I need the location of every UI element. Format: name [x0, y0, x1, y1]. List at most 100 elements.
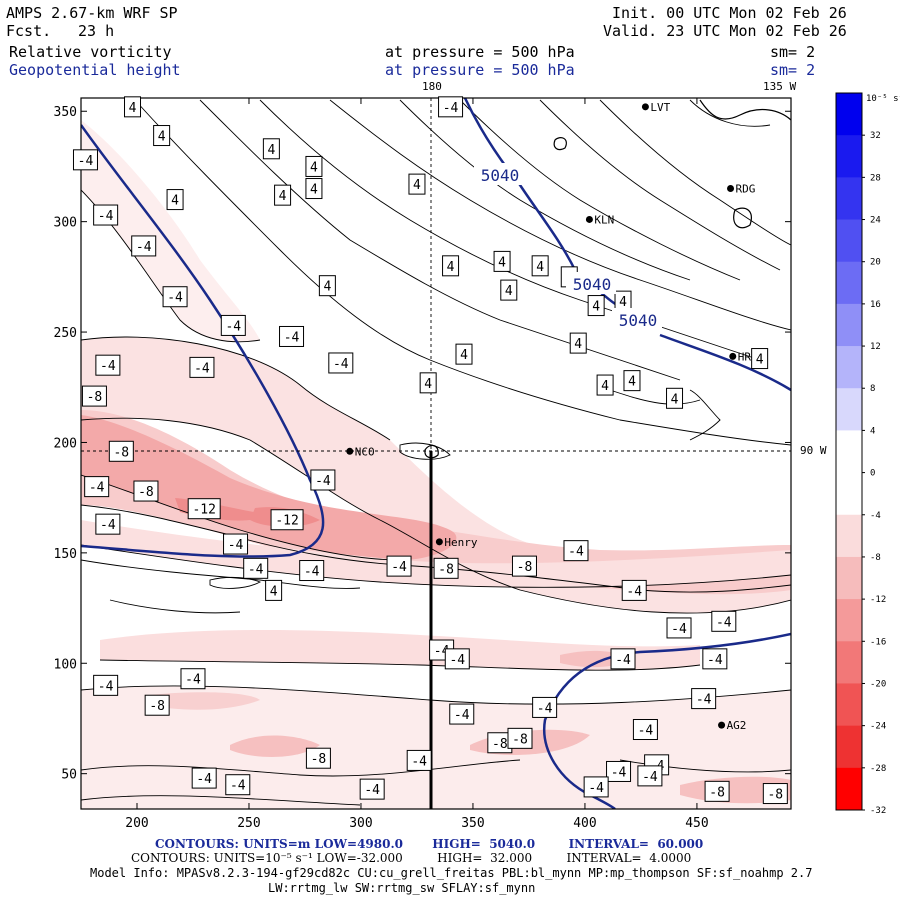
- station-label: NCO: [355, 445, 375, 458]
- contour-label-box: [95, 513, 121, 535]
- contour-label-text: -8: [438, 562, 454, 577]
- contour-label-text: -8: [512, 732, 528, 747]
- contour-label-box: [666, 387, 684, 409]
- contour-label: -4: [438, 96, 464, 118]
- contour-label: -4: [359, 778, 385, 800]
- contour-label-box: [262, 138, 280, 160]
- colorbar-segment: [836, 388, 862, 431]
- contour-label: 4: [500, 279, 518, 301]
- contour-label-box: [153, 125, 171, 147]
- forecast-hour: 23 h: [78, 22, 115, 40]
- contour-label-text: -4: [411, 754, 427, 769]
- colorbar-segment: [836, 556, 862, 600]
- contour-label-text: -8: [709, 785, 725, 800]
- colorbar-segment: [836, 725, 862, 769]
- footer-model-info-2: LW:rrtmg_lw SW:rrtmg_sw SFLAY:sf_mynn: [268, 881, 536, 895]
- contour-label-box: [299, 560, 325, 582]
- station-label: RDG: [736, 183, 756, 196]
- contour-label-box: [596, 374, 614, 396]
- contour-label-text: -4: [98, 209, 114, 224]
- colorbar-tick-label: 0: [870, 469, 875, 479]
- init-time: Init. 00 UTC Mon 02 Feb 26: [612, 4, 847, 22]
- contour-label-text: -4: [364, 783, 380, 798]
- colorbar-segment: [836, 514, 862, 558]
- x-tick-label: 300: [349, 816, 372, 831]
- contour-label-box: [180, 668, 206, 690]
- contour-label-box: [93, 204, 119, 226]
- colorbar-title: 10⁻⁵ s⁻¹: [866, 94, 900, 104]
- footer-vorticity-contours: CONTOURS: UNITS=10⁻⁵ s⁻¹ LOW=-32.000 HIG…: [131, 851, 692, 865]
- contour-label-box: [455, 343, 473, 365]
- axis-ticks: 200 250 300 350 400 450 50 100 150 200 250 300 350: [54, 98, 791, 831]
- colorbar-segment: [836, 599, 862, 642]
- contour-label-box: [587, 295, 605, 317]
- contour-label: -4: [563, 540, 589, 562]
- contour-label-box: [191, 767, 217, 789]
- contour-label-text: -4: [707, 653, 723, 668]
- contour-label-box: [691, 688, 717, 710]
- contour-label: -8: [704, 780, 730, 802]
- contour-label-box: [500, 279, 518, 301]
- contour-label-text: -4: [454, 708, 470, 723]
- contour-label-box: [419, 372, 437, 394]
- contour-label-box: [408, 173, 426, 195]
- colorbar-tick-label: -8: [870, 553, 881, 563]
- colorbar-tick-label: -28: [870, 764, 886, 774]
- contour-label: 4: [569, 332, 587, 354]
- contour-label-text: 4: [628, 375, 636, 390]
- field2-name: Geopotential height: [9, 61, 181, 79]
- contour-label: -8: [762, 783, 788, 805]
- station-label: AG2: [727, 719, 747, 732]
- station-label: KLN: [594, 213, 614, 226]
- colorbar-tick-label: -16: [870, 637, 886, 647]
- contour-label-box: [305, 155, 323, 177]
- colorbar-segment: [836, 641, 862, 684]
- contour-label-box: [318, 275, 336, 297]
- contour-label-box: [133, 480, 159, 502]
- contour-label-text: -8: [113, 445, 129, 460]
- contour-label-text: -4: [248, 562, 264, 577]
- station-label: LVT: [650, 101, 670, 114]
- contour-label-box: [531, 255, 549, 277]
- contour-label-text: -8: [87, 390, 103, 405]
- contour-label-box: [223, 533, 249, 555]
- colorbar-tick-label: -24: [870, 722, 886, 732]
- contour-label-box: [623, 370, 641, 392]
- colorbar-tick-label: 20: [870, 258, 881, 268]
- contour-label-box: [243, 557, 269, 579]
- contour-label: -4: [444, 648, 470, 670]
- contour-label-box: [166, 189, 184, 211]
- contour-label-box: [162, 286, 188, 308]
- lon-180-label: 180: [422, 80, 442, 93]
- contour-label-text: 4: [671, 392, 679, 407]
- colorbar-tick-label: 12: [870, 342, 881, 352]
- x-tick-label: 250: [237, 816, 260, 831]
- contour-label: 4: [265, 579, 283, 601]
- contour-label: -4: [702, 648, 728, 670]
- contour-label-box: [583, 776, 609, 798]
- colorbar-segment: [836, 346, 862, 389]
- contour-label-box: [493, 250, 511, 272]
- contour-label: -4: [610, 648, 636, 670]
- forecast-label: Fcst.: [6, 22, 52, 40]
- colorbar-tick-label: 28: [870, 173, 881, 183]
- contour-label: 4: [442, 255, 460, 277]
- contour-label-text: 4: [310, 183, 318, 198]
- contour-label: 4: [166, 189, 184, 211]
- contour-label: 4: [587, 295, 605, 317]
- contour-label-box: [751, 348, 769, 370]
- contour-label-text: -4: [98, 679, 114, 694]
- contour-label: -8: [507, 727, 533, 749]
- contour-label: -4: [449, 703, 475, 725]
- contour-label-box: [444, 648, 470, 670]
- smoothing1: sm= 2: [770, 43, 816, 61]
- contour-label-box: [532, 696, 558, 718]
- contour-label: -4: [310, 469, 336, 491]
- contour-label-box: [762, 783, 788, 805]
- valid-time: Valid. 23 UTC Mon 02 Feb 26: [603, 22, 847, 40]
- station-marker: [727, 185, 735, 193]
- vorticity-patch-3: [150, 692, 260, 710]
- contour-label: -4: [637, 765, 663, 787]
- vorticity-contour-lines: [81, 99, 791, 806]
- colorbar-tick-label: -12: [870, 595, 886, 605]
